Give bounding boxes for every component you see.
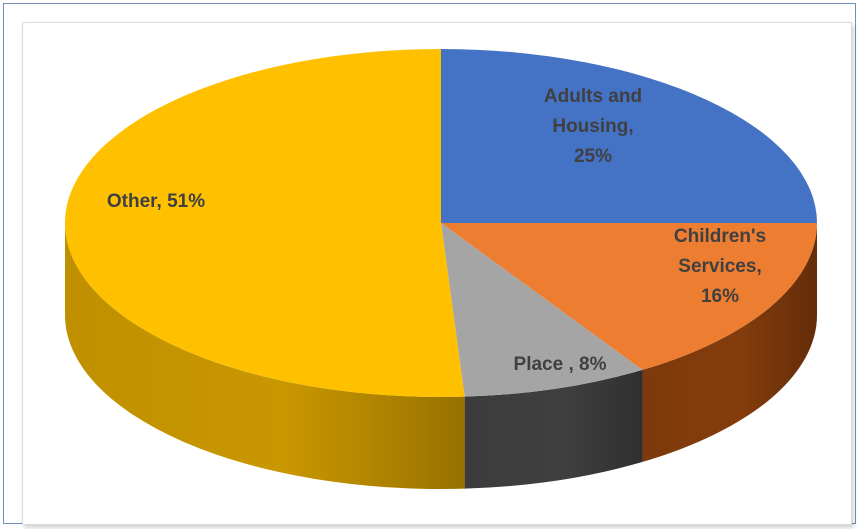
slice-place-8[interactable] [441,223,643,397]
slice-label-line: 25% [574,146,612,167]
slice-adults-and[interactable] [441,49,817,223]
slice-label-line: Housing, [552,116,633,137]
slice-side-children-s-shade [642,223,817,462]
slice-label-adults-and: Adults and Housing, 25% [544,86,642,167]
slice-label-children-s: Children's Services, 16% [674,226,766,307]
slice-label-place-8: Place , 8% [514,354,607,375]
slice-label-other-51: Other, 51% [107,191,205,212]
slice-side-place-8-shade [464,369,643,489]
slice-other-51[interactable] [64,49,465,397]
slice-label-line: Adults and [544,86,642,107]
slice-label-line: Children's [674,226,766,247]
slice-children-s[interactable] [441,223,817,370]
slice-label-line: Services, [678,256,761,277]
slice-label-line: 16% [701,286,739,307]
slice-label-line: Place , 8% [514,354,607,375]
slice-label-line: Other, 51% [107,191,205,212]
slice-side-other-51-shade [65,223,465,489]
